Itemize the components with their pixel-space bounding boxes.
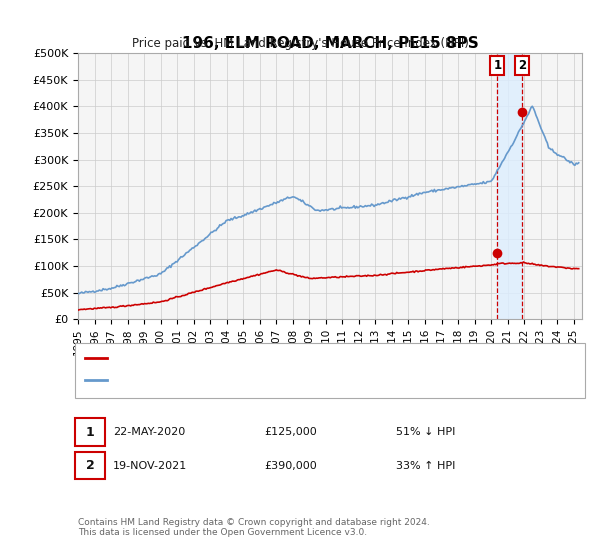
Title: 196, ELM ROAD, MARCH, PE15 8PS: 196, ELM ROAD, MARCH, PE15 8PS — [182, 36, 478, 50]
Text: 196, ELM ROAD, MARCH, PE15 8PS (detached house): 196, ELM ROAD, MARCH, PE15 8PS (detached… — [111, 353, 401, 363]
Bar — [497, 53, 522, 319]
Text: 1: 1 — [493, 59, 502, 72]
Text: 19-NOV-2021: 19-NOV-2021 — [113, 461, 187, 470]
Text: Price paid vs. HM Land Registry's House Price Index (HPI): Price paid vs. HM Land Registry's House … — [131, 37, 469, 50]
Text: Contains HM Land Registry data © Crown copyright and database right 2024.
This d: Contains HM Land Registry data © Crown c… — [78, 518, 430, 538]
Text: £125,000: £125,000 — [264, 427, 317, 437]
Text: 33% ↑ HPI: 33% ↑ HPI — [396, 461, 455, 470]
Text: 2: 2 — [86, 459, 94, 472]
Text: 2: 2 — [518, 59, 526, 72]
Text: HPI: Average price, detached house, Fenland: HPI: Average price, detached house, Fenl… — [111, 375, 356, 385]
Text: £390,000: £390,000 — [264, 461, 317, 470]
Text: 22-MAY-2020: 22-MAY-2020 — [113, 427, 185, 437]
Text: 51% ↓ HPI: 51% ↓ HPI — [396, 427, 455, 437]
Text: 1: 1 — [86, 426, 94, 438]
